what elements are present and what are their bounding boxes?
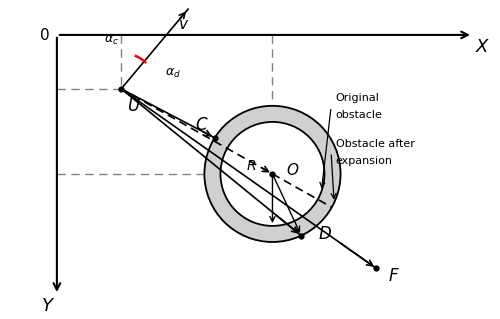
Text: expansion: expansion bbox=[336, 156, 393, 166]
Text: $0$: $0$ bbox=[38, 27, 50, 43]
Text: $X$: $X$ bbox=[475, 38, 490, 56]
Circle shape bbox=[220, 122, 324, 226]
Text: $U$: $U$ bbox=[128, 97, 141, 115]
Text: $D$: $D$ bbox=[318, 225, 332, 243]
Text: obstacle: obstacle bbox=[336, 110, 382, 120]
Text: $O$: $O$ bbox=[286, 162, 299, 178]
Text: $C$: $C$ bbox=[194, 115, 208, 134]
Text: Obstacle after: Obstacle after bbox=[336, 139, 414, 149]
Text: Original: Original bbox=[336, 93, 380, 103]
Text: $\alpha_d$: $\alpha_d$ bbox=[164, 67, 180, 80]
Text: $v$: $v$ bbox=[178, 17, 189, 32]
Text: $\alpha_c$: $\alpha_c$ bbox=[104, 34, 119, 47]
Text: $F$: $F$ bbox=[388, 267, 400, 285]
Text: $Y$: $Y$ bbox=[41, 297, 55, 315]
Text: $R$: $R$ bbox=[246, 160, 257, 173]
Circle shape bbox=[204, 106, 340, 242]
